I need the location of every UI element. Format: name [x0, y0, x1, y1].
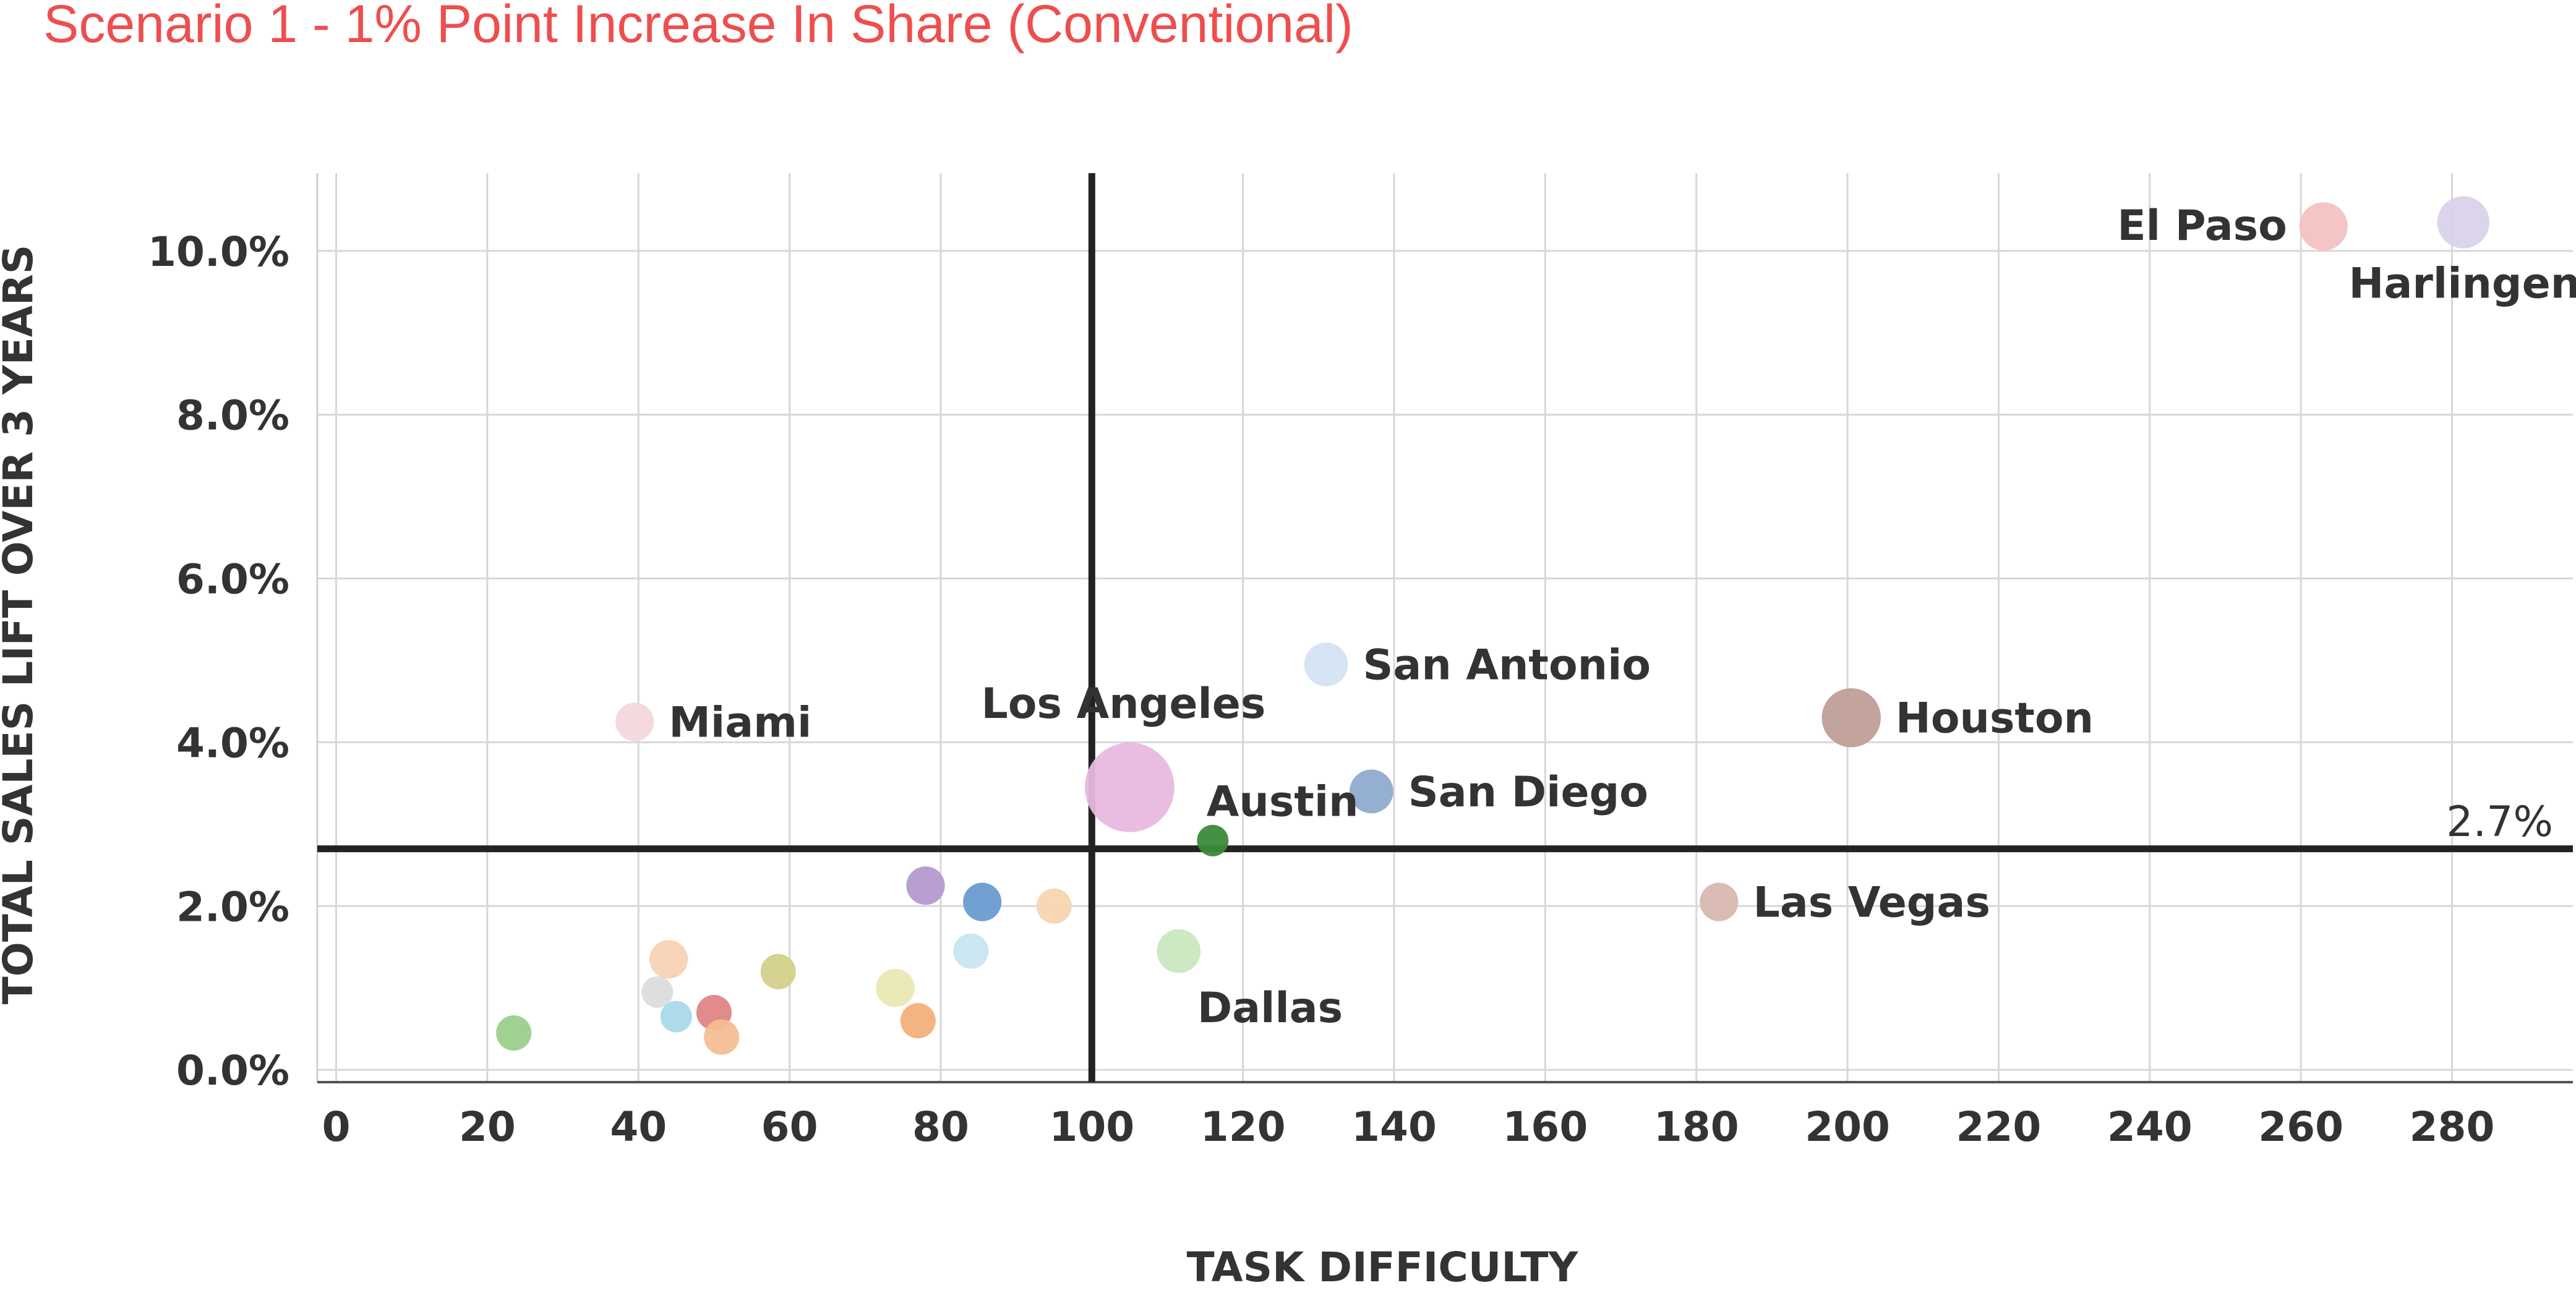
data-point — [615, 702, 654, 741]
data-point — [760, 954, 796, 989]
data-label: San Antonio — [1363, 641, 1651, 690]
data-point — [2437, 196, 2490, 249]
x-axis-label: TASK DIFFICULTY — [1187, 1244, 1579, 1291]
x-tick-label: 260 — [2258, 1103, 2343, 1151]
data-point — [641, 976, 674, 1008]
data-label: Austin — [1207, 777, 1359, 826]
data-point — [900, 1003, 936, 1039]
data-label: Dallas — [1197, 984, 1343, 1033]
chart-title: Scenario 1 - 1% Point Increase In Share … — [43, 0, 1353, 54]
y-axis-label: TOTAL SALES LIFT OVER 3 YEARS — [0, 245, 42, 1005]
data-point — [1036, 888, 1072, 924]
data-point — [953, 933, 989, 969]
data-label: Miami — [669, 698, 811, 747]
data-point — [704, 1019, 740, 1055]
reference-lines — [317, 173, 2573, 1082]
data-point — [1304, 642, 1348, 686]
data-point — [1349, 769, 1393, 814]
data-point — [649, 940, 688, 979]
data-point — [876, 968, 915, 1007]
x-tick-label: 180 — [1654, 1103, 1739, 1151]
x-tick-label: 40 — [610, 1103, 667, 1151]
data-label: Las Vegas — [1753, 879, 1990, 928]
data-point — [1085, 742, 1175, 832]
data-label: Houston — [1896, 694, 2094, 743]
x-tick-label: 280 — [2410, 1103, 2495, 1151]
axes: 0 20 40 60 80 100 120 140 160 180 200 220 240 260 280 0… — [148, 173, 2573, 1151]
data-point — [1821, 688, 1881, 748]
data-points — [496, 196, 2490, 1055]
x-tick-label: 240 — [2107, 1103, 2193, 1151]
x-tick-label: 60 — [761, 1103, 818, 1151]
x-tick-label: 200 — [1805, 1103, 1890, 1151]
data-point — [2299, 202, 2348, 251]
data-label: Los Angeles — [981, 680, 1265, 728]
x-tick-label: 220 — [1956, 1103, 2042, 1151]
y-tick-label: 2.0% — [176, 883, 289, 931]
data-label: Harlingen — [2349, 260, 2576, 309]
y-tick-label: 6.0% — [176, 556, 289, 604]
x-tick-label: 160 — [1502, 1103, 1588, 1151]
x-tick-label: 140 — [1351, 1103, 1437, 1151]
data-point — [496, 1015, 532, 1051]
data-point — [963, 882, 1002, 921]
data-label: San Diego — [1408, 768, 1648, 817]
y-tick-label: 10.0% — [148, 228, 289, 276]
reference-line-label: 2.7% — [2446, 798, 2553, 847]
x-tick-label: 100 — [1049, 1103, 1134, 1151]
data-labels: El Paso Harlingen San Antonio Miami Los Ange… — [669, 202, 2576, 1033]
x-tick-label: 120 — [1200, 1103, 1286, 1151]
data-point — [1157, 929, 1201, 973]
data-point — [660, 1001, 692, 1033]
y-tick-label: 8.0% — [176, 392, 289, 440]
x-tick-label: 0 — [322, 1103, 351, 1151]
x-tick-label: 80 — [912, 1103, 969, 1151]
data-label: El Paso — [2117, 202, 2287, 250]
data-point — [1197, 824, 1229, 856]
data-point — [1700, 882, 1739, 921]
x-tick-label: 20 — [459, 1103, 516, 1151]
y-tick-label: 4.0% — [176, 719, 289, 767]
y-tick-label: 0.0% — [176, 1047, 289, 1095]
data-point — [906, 866, 945, 905]
